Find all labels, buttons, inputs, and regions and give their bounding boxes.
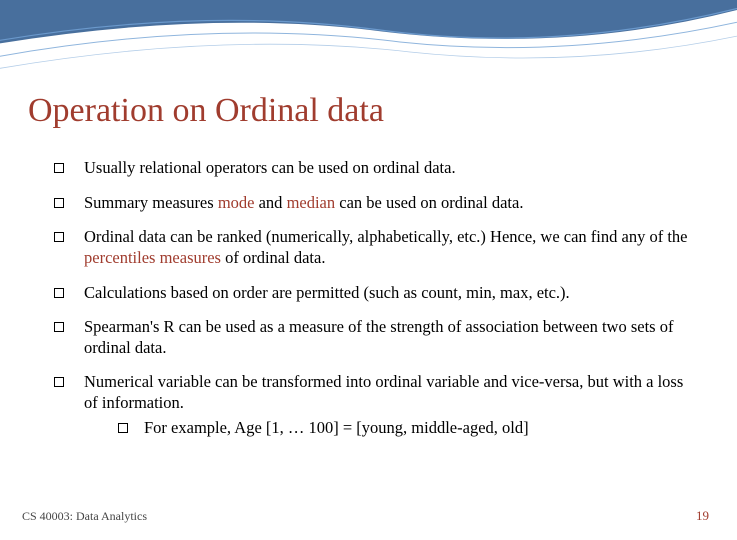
highlight-span: percentiles measures [84,248,221,267]
bullet-marker [54,163,64,173]
bullet-marker [54,288,64,298]
bullet-text: Usually relational operators can be used… [84,158,697,179]
text-span: Ordinal data can be ranked (numerically,… [84,227,688,246]
highlight-span: median [287,193,336,212]
bullet-marker [54,198,64,208]
bullet-text: Numerical variable can be transformed in… [84,372,697,438]
text-span: can be used on ordinal data. [335,193,523,212]
text-span: Numerical variable can be transformed in… [84,372,683,412]
bullet-item: Ordinal data can be ranked (numerically,… [54,227,697,268]
bullet-item: Usually relational operators can be used… [54,158,697,179]
slide-title: Operation on Ordinal data [28,92,384,130]
sub-bullet-text: For example, Age [1, … 100] = [young, mi… [144,418,529,439]
bullet-text: Ordinal data can be ranked (numerically,… [84,227,697,268]
footer-page-number: 19 [696,508,709,524]
footer-course: CS 40003: Data Analytics [22,509,147,524]
text-span: Summary measures [84,193,218,212]
sub-bullet-item: For example, Age [1, … 100] = [young, mi… [118,418,697,439]
bullet-text: Calculations based on order are permitte… [84,283,697,304]
bullet-text: Summary measures mode and median can be … [84,193,697,214]
text-span: of ordinal data. [221,248,325,267]
bullet-item: Spearman's R can be used as a measure of… [54,317,697,358]
bullet-item: Summary measures mode and median can be … [54,193,697,214]
bullet-item: Calculations based on order are permitte… [54,283,697,304]
text-span: and [254,193,286,212]
bullet-text: Spearman's R can be used as a measure of… [84,317,697,358]
bullet-marker [54,322,64,332]
bullet-marker [54,377,64,387]
header-swoosh [0,0,737,90]
bullet-marker [54,232,64,242]
sub-bullet-marker [118,423,128,433]
bullet-item: Numerical variable can be transformed in… [54,372,697,438]
bullet-list: Usually relational operators can be used… [54,158,697,442]
highlight-span: mode [218,193,255,212]
